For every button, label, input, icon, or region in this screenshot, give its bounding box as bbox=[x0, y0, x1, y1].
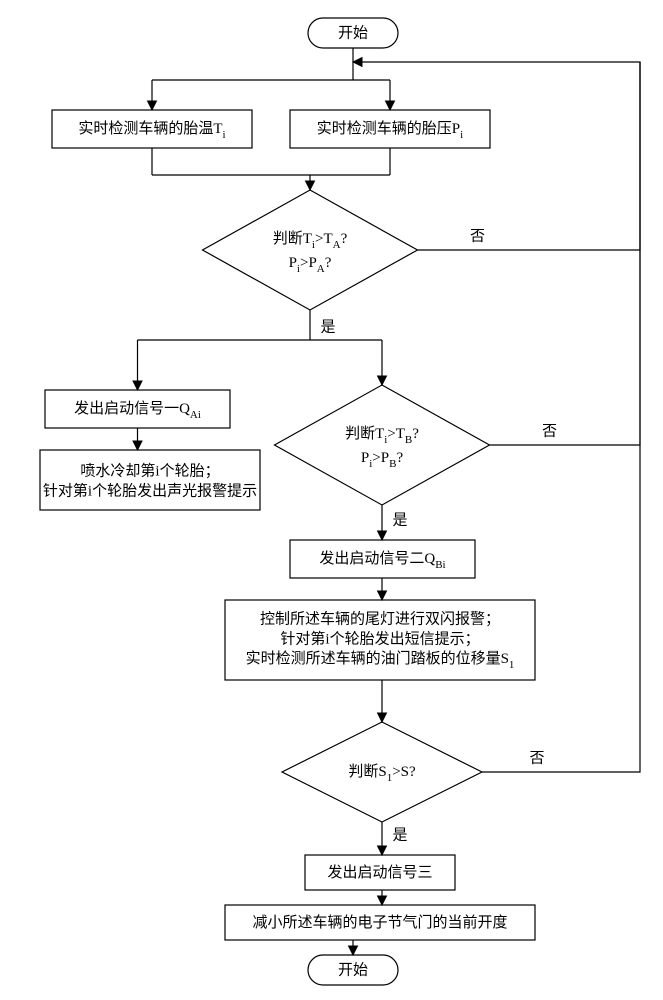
diamond-d1 bbox=[203, 190, 418, 310]
spray-line2: 针对第i个轮胎发出声光报警提示 bbox=[43, 481, 257, 499]
actions-b-line2: 针对第i个轮胎发出短信提示； bbox=[280, 629, 479, 647]
start-label: 开始 bbox=[338, 24, 368, 41]
signal3-label: 发出启动信号三 bbox=[327, 864, 432, 881]
d3-no-label: 否 bbox=[529, 750, 544, 766]
reduce-label: 减小所述车辆的电子节气门的当前开度 bbox=[252, 914, 507, 931]
spray-line1: 喷水冷却第i个轮胎； bbox=[80, 461, 219, 479]
box-spray bbox=[40, 450, 260, 510]
d1-yes-label: 是 bbox=[320, 319, 335, 335]
end-label: 开始 bbox=[338, 961, 368, 978]
d2-yes-label: 是 bbox=[392, 512, 407, 528]
d3-yes-label: 是 bbox=[392, 827, 407, 843]
d1-no-label: 否 bbox=[470, 228, 485, 244]
d2-no-label: 否 bbox=[542, 423, 557, 439]
actions-b-line3: 实时检测所述车辆的油门踏板的位移量S1 bbox=[246, 649, 515, 670]
actions-b-line1: 控制所述车辆的尾灯进行双闪报警； bbox=[260, 610, 500, 627]
diamond-d2 bbox=[275, 385, 490, 505]
